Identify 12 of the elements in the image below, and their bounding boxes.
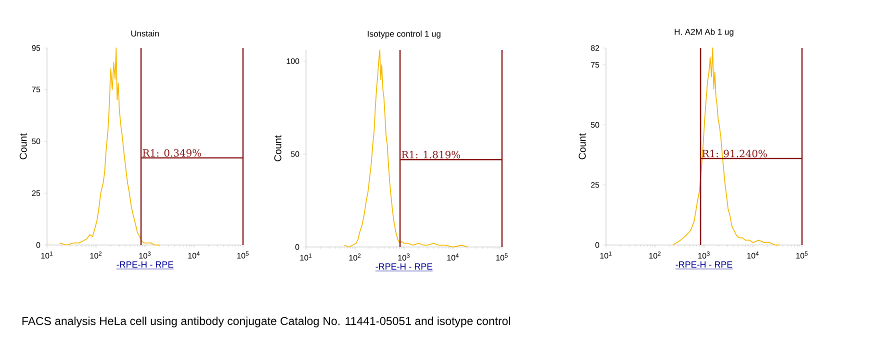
chart-title: H. A2M Ab 1 ug: [674, 28, 734, 36]
y-axis-title: Count: [578, 133, 586, 160]
y-axis-title: Count: [20, 133, 27, 160]
y-axis-title: Count: [274, 135, 282, 162]
x-axis-title: -RPE-H - RPE: [376, 263, 432, 270]
x-axis-title: -RPE-H - RPE: [676, 261, 732, 268]
series-label: R1: 1.819%: [402, 150, 460, 158]
text: FACS analysis HeLa cell using antibody conjugate Catalog No. 11441-05051 and isotype control: [22, 316, 510, 328]
x-axis-title: -RPE-H - RPE: [116, 261, 174, 268]
series-label: R1: 0.349%: [142, 149, 202, 157]
chart-title: Unstain: [131, 30, 159, 36]
chart-title: Isotype control 1 ug: [368, 30, 440, 38]
